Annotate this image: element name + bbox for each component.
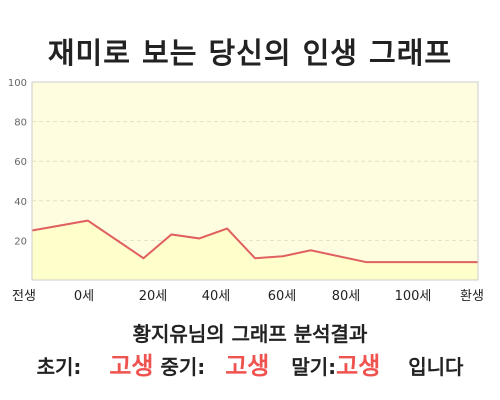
x-tick-label: 전생: [12, 289, 36, 304]
plot-border: [31, 81, 479, 281]
y-tick-label: 40: [14, 197, 27, 208]
late-value: 고생: [336, 352, 381, 380]
early-label: 초기:: [36, 355, 82, 379]
analysis-caption: 황지유님의 그래프 분석결과: [132, 322, 368, 346]
x-tick-label: 0세: [74, 289, 94, 304]
mid-label: 중기:: [160, 355, 206, 379]
early-value: 고생: [109, 352, 154, 380]
x-tick-label: 80세: [332, 289, 361, 304]
late-label: 말기:: [291, 355, 337, 379]
mid-value: 고생: [225, 352, 270, 380]
x-tick-label: 20세: [139, 289, 168, 304]
analysis-result: 초기: 고생 중기: 고생 말기:고생 입니다: [0, 346, 500, 381]
y-tick-label: 20: [14, 236, 27, 247]
y-tick-label: 100: [8, 78, 27, 89]
x-tick-label: 60세: [268, 289, 297, 304]
y-tick-label: 60: [14, 157, 27, 168]
x-tick-label: 40세: [202, 289, 231, 304]
x-tick-label: 100세: [395, 289, 432, 304]
life-graph-chart: 20 40 60 80 100 전생 0세 20세 40세 60세 80세 100세 환생: [8, 78, 484, 304]
y-tick-label: 80: [14, 118, 27, 129]
page-title: 재미로 보는 당신의 인생 그래프: [47, 36, 453, 70]
result-suffix: 입니다: [408, 355, 464, 379]
x-tick-label: 환생: [460, 289, 484, 304]
area-fill: [32, 220, 478, 280]
